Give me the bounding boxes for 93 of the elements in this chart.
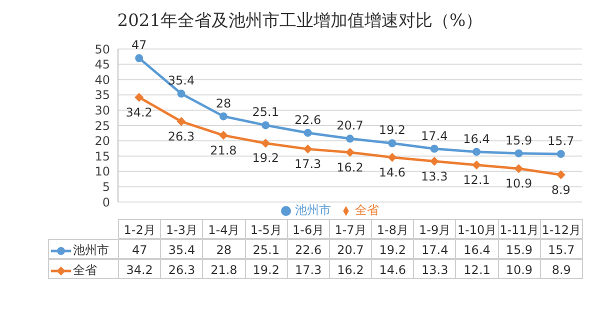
chart-title: 2021年全省及池州市工业增加值增速对比（%） bbox=[116, 10, 484, 33]
data-label: 28 bbox=[202, 239, 246, 259]
text: 47 bbox=[131, 38, 147, 52]
y-tick-label: 35 bbox=[94, 88, 110, 102]
x-tick-label: 1-3月 bbox=[160, 219, 204, 239]
point bbox=[262, 121, 270, 130]
legend-label: 池州市 bbox=[295, 203, 331, 217]
text: 35.4 bbox=[168, 74, 195, 88]
text: 22.6 bbox=[294, 112, 322, 127]
data-label: 19.2 bbox=[371, 239, 414, 259]
point bbox=[430, 156, 439, 166]
point bbox=[472, 148, 481, 156]
text: 12.1 bbox=[463, 172, 490, 187]
data-label: 8.9 bbox=[540, 259, 583, 279]
point bbox=[346, 148, 354, 157]
data-label: 20.7 bbox=[328, 239, 372, 259]
y-tick-label: 25 bbox=[94, 118, 110, 133]
text: 28 bbox=[216, 96, 232, 110]
y-tick-label: 10 bbox=[94, 164, 110, 179]
point bbox=[261, 138, 270, 148]
point bbox=[514, 149, 523, 158]
text: 19.2 bbox=[378, 123, 406, 138]
point bbox=[134, 92, 144, 102]
data-label: 14.6 bbox=[371, 259, 414, 279]
text: 8.9 bbox=[551, 182, 570, 197]
y-tick-label: 50 bbox=[94, 42, 110, 56]
point bbox=[388, 139, 396, 148]
point bbox=[472, 160, 482, 170]
data-label: 15.9 bbox=[498, 239, 541, 259]
text: 17.4 bbox=[421, 128, 448, 143]
point bbox=[388, 152, 397, 162]
data-label: 16.4 bbox=[455, 239, 499, 259]
data-label: 34.2 bbox=[118, 259, 162, 279]
legend-label: 全省 bbox=[355, 203, 379, 217]
text: 全省 bbox=[73, 263, 97, 277]
text: 34.2 bbox=[126, 105, 152, 120]
y-tick-label: 5 bbox=[102, 180, 110, 194]
data-label: 35.4 bbox=[160, 239, 204, 259]
data-label: 21.8 bbox=[202, 259, 246, 279]
data-label: 47 bbox=[118, 239, 162, 259]
text: 14.6 bbox=[378, 165, 406, 180]
data-label: 17.4 bbox=[413, 239, 456, 259]
point bbox=[176, 117, 186, 126]
x-tick-label: 1-12月 bbox=[540, 219, 583, 239]
data-label: 22.6 bbox=[286, 239, 330, 259]
text: 26.3 bbox=[168, 130, 195, 144]
point bbox=[346, 134, 354, 143]
x-tick-label: 1-8月 bbox=[371, 219, 414, 239]
text: 13.3 bbox=[421, 169, 448, 184]
y-tick-label: 0 bbox=[102, 195, 110, 210]
text: 17.3 bbox=[294, 157, 322, 172]
x-tick-label: 1-6月 bbox=[286, 219, 330, 239]
x-tick-label: 1-7月 bbox=[328, 219, 372, 239]
y-tick-label: 15 bbox=[94, 149, 110, 164]
x-tick-label: 1-9月 bbox=[413, 219, 456, 239]
text: 16.4 bbox=[463, 132, 490, 146]
point bbox=[219, 112, 228, 120]
data-label: 25.1 bbox=[244, 239, 288, 259]
point bbox=[556, 170, 566, 180]
data-label: 13.3 bbox=[413, 259, 456, 279]
data-label: 10.9 bbox=[498, 259, 541, 279]
point bbox=[177, 90, 186, 98]
text: 15.7 bbox=[548, 134, 574, 148]
text: 25.1 bbox=[252, 105, 279, 120]
data-label: 19.2 bbox=[244, 259, 288, 279]
point bbox=[430, 144, 438, 153]
text: 19.2 bbox=[252, 151, 279, 166]
x-tick-label: 1-2月 bbox=[118, 219, 162, 239]
y-tick-label: 20 bbox=[94, 134, 110, 148]
y-tick-label: 45 bbox=[94, 58, 110, 72]
data-label: 12.1 bbox=[455, 259, 499, 279]
point bbox=[135, 54, 144, 62]
point bbox=[304, 128, 312, 137]
x-tick-label: 1-4月 bbox=[202, 219, 246, 239]
x-tick-label: 1-11月 bbox=[498, 219, 541, 239]
point bbox=[303, 144, 312, 154]
text: 21.8 bbox=[210, 143, 237, 158]
text: 16.2 bbox=[336, 160, 364, 174]
text: 池州市 bbox=[73, 243, 109, 257]
text: 10.9 bbox=[505, 176, 532, 191]
data-label: 15.7 bbox=[540, 239, 583, 259]
data-label: 16.2 bbox=[328, 259, 372, 279]
data-label: 26.3 bbox=[160, 259, 204, 279]
text: 15.9 bbox=[505, 133, 532, 148]
point bbox=[218, 130, 228, 140]
x-tick-label: 1-10月 bbox=[455, 219, 499, 239]
y-tick-label: 40 bbox=[94, 72, 110, 87]
point bbox=[514, 164, 524, 174]
text: 20.7 bbox=[336, 118, 364, 133]
data-label: 17.3 bbox=[286, 259, 330, 279]
x-tick-label: 1-5月 bbox=[244, 219, 288, 239]
y-tick-label: 30 bbox=[94, 103, 110, 118]
point bbox=[556, 150, 565, 158]
